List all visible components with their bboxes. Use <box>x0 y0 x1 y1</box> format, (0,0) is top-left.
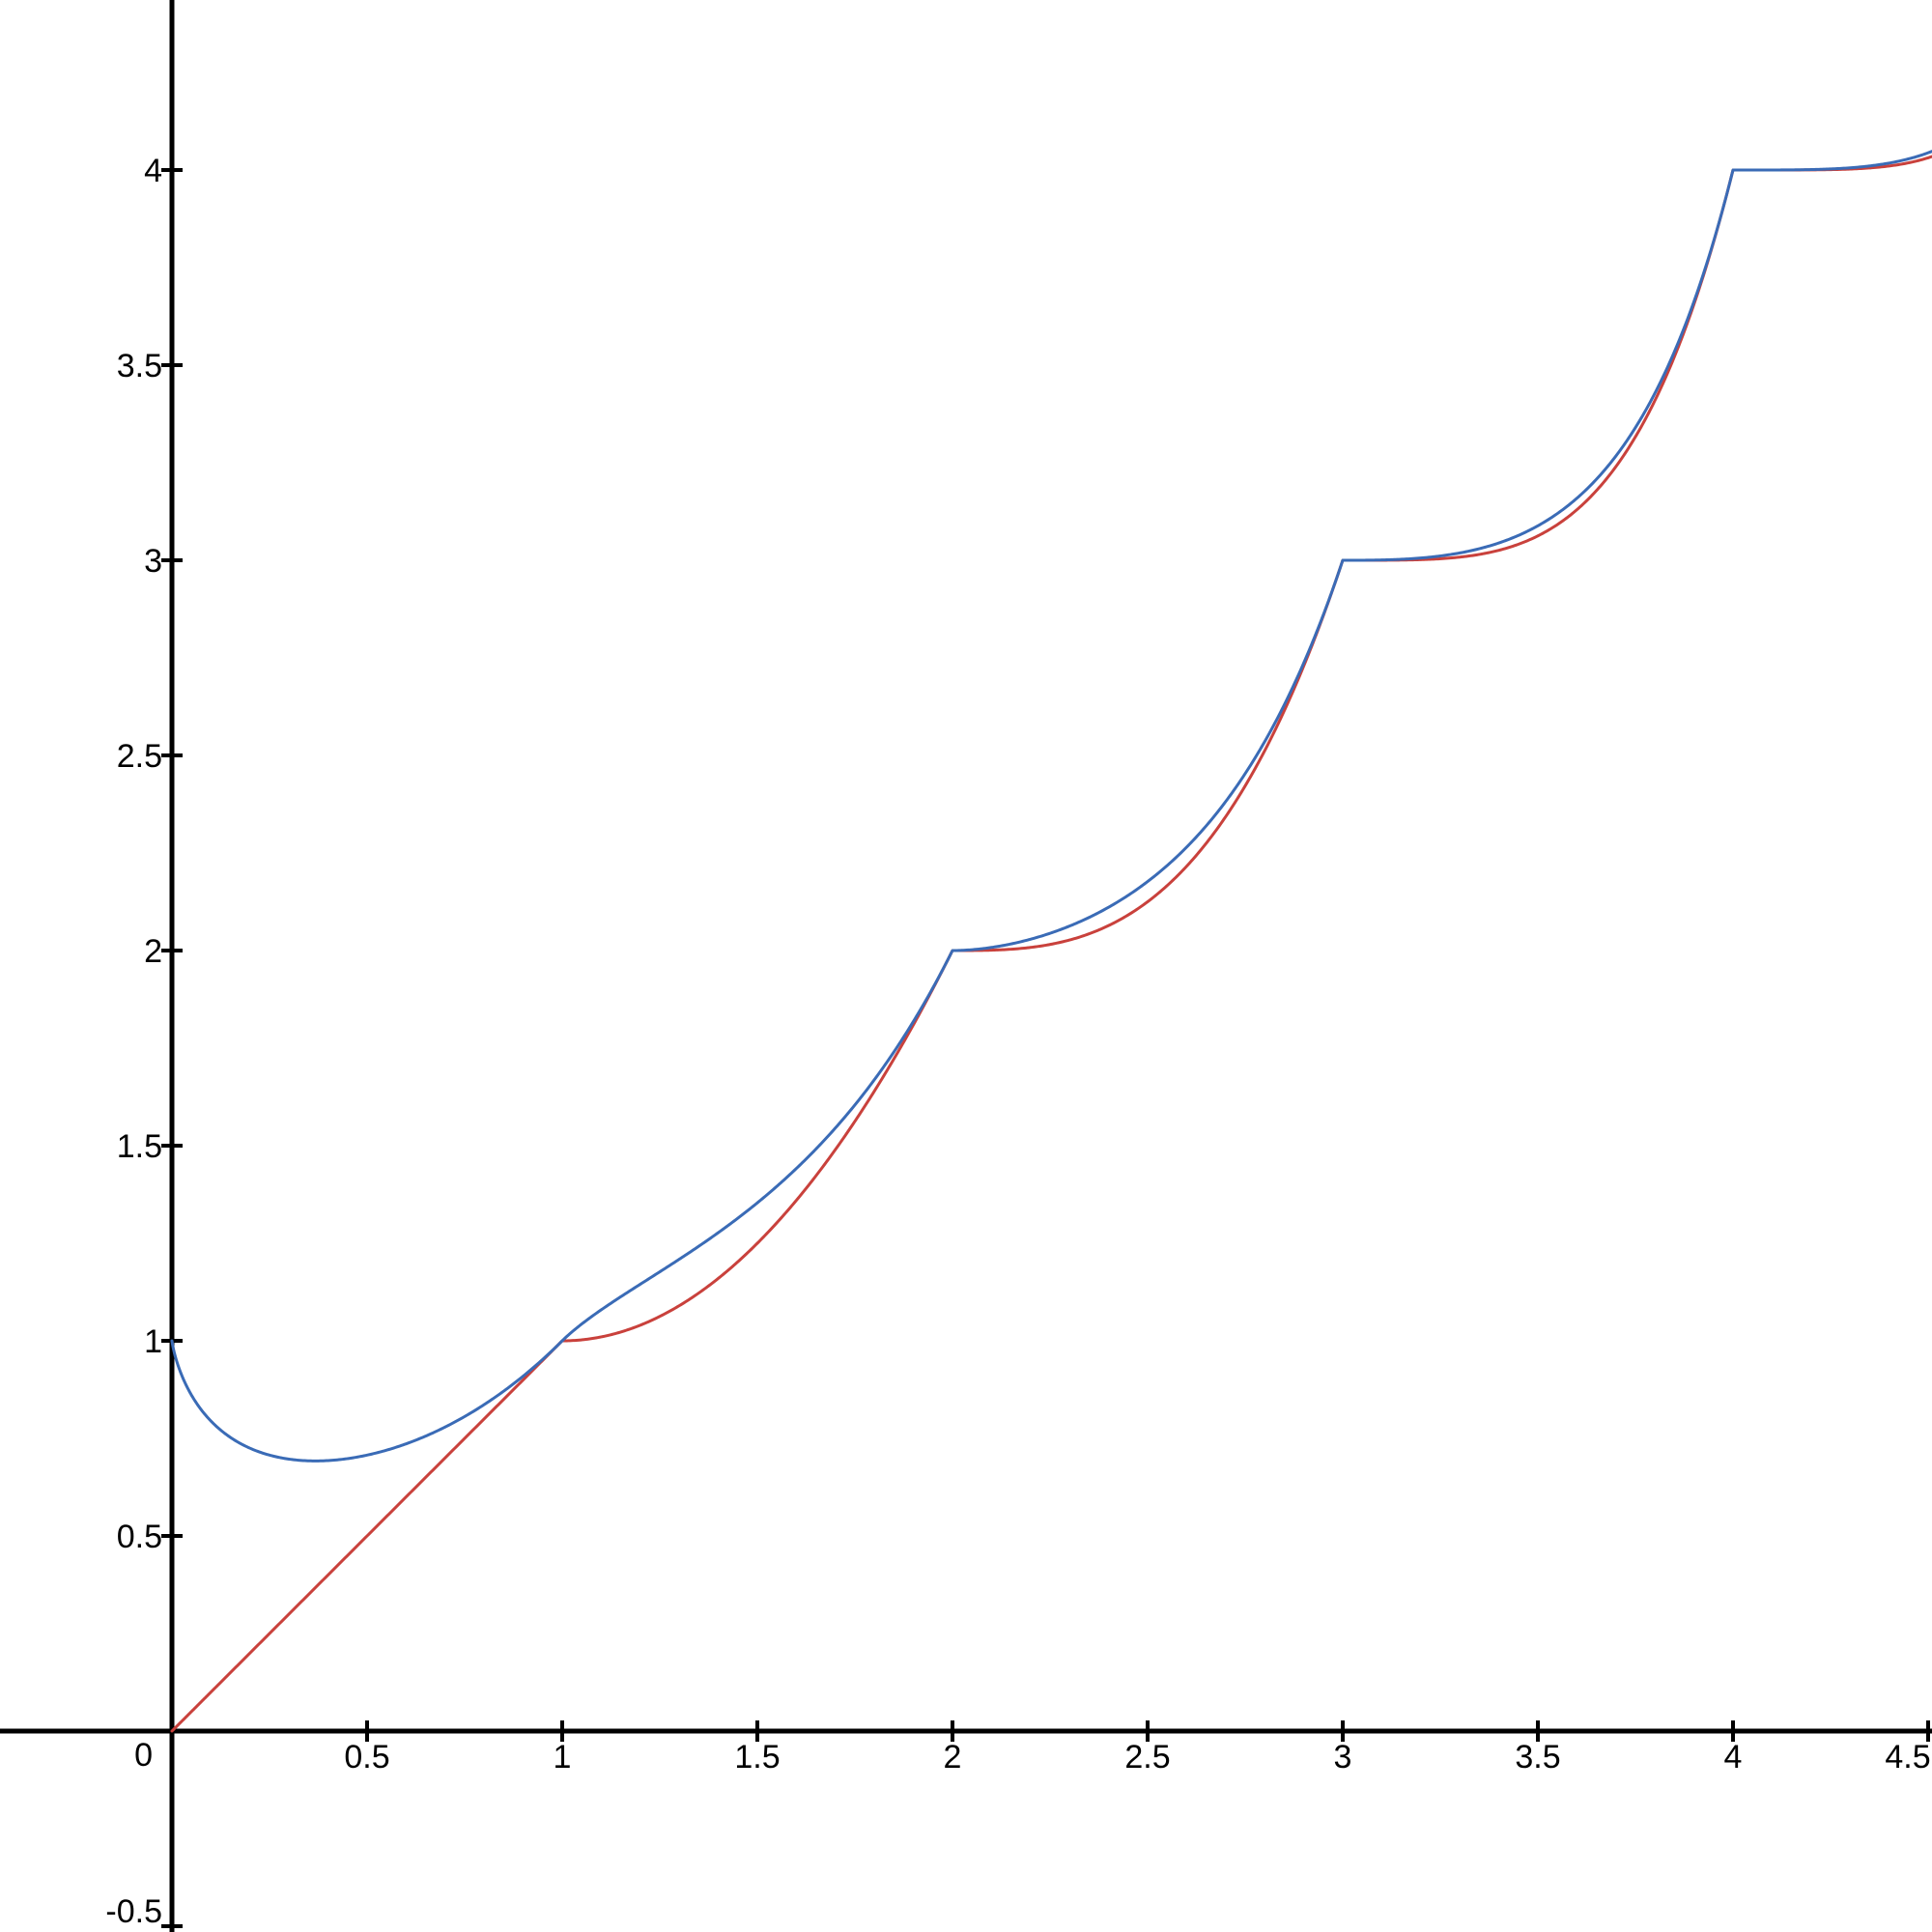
y-tick-label: 0.5 <box>117 1519 162 1555</box>
origin-label: 0 <box>134 1737 153 1774</box>
y-tick-label: 4 <box>144 153 162 189</box>
y-tick-label: 1 <box>144 1323 162 1360</box>
x-tick-label: 3 <box>1334 1739 1352 1776</box>
x-tick-label: 2.5 <box>1124 1739 1170 1776</box>
blue-curve <box>170 150 1932 1463</box>
x-tick-label: 0.5 <box>344 1739 389 1776</box>
x-tick-label: 1 <box>554 1739 572 1776</box>
y-tick-label: 3 <box>144 543 162 580</box>
x-tick-label: 4 <box>1724 1739 1743 1776</box>
x-tick-label: 2 <box>944 1739 962 1776</box>
y-tick-label: 3.5 <box>117 348 162 384</box>
x-tick-label: 4.5 <box>1885 1739 1930 1776</box>
x-tick-label: 1.5 <box>734 1739 780 1776</box>
y-tick-label: 2.5 <box>117 738 162 775</box>
tick-labels: 0.5 1 1.5 2 2.5 3 3.5 4 4.5 -0.5 0.5 1 1.5 2 2.5 3 3.5 4 0 <box>105 153 1930 1930</box>
y-tick-label: 1.5 <box>117 1128 162 1165</box>
y-tick-label: -0.5 <box>105 1893 162 1930</box>
function-curves <box>170 150 1932 1733</box>
y-tick-label: 2 <box>144 933 162 970</box>
x-tick-label: 3.5 <box>1515 1739 1560 1776</box>
red-curve <box>170 155 1932 1733</box>
